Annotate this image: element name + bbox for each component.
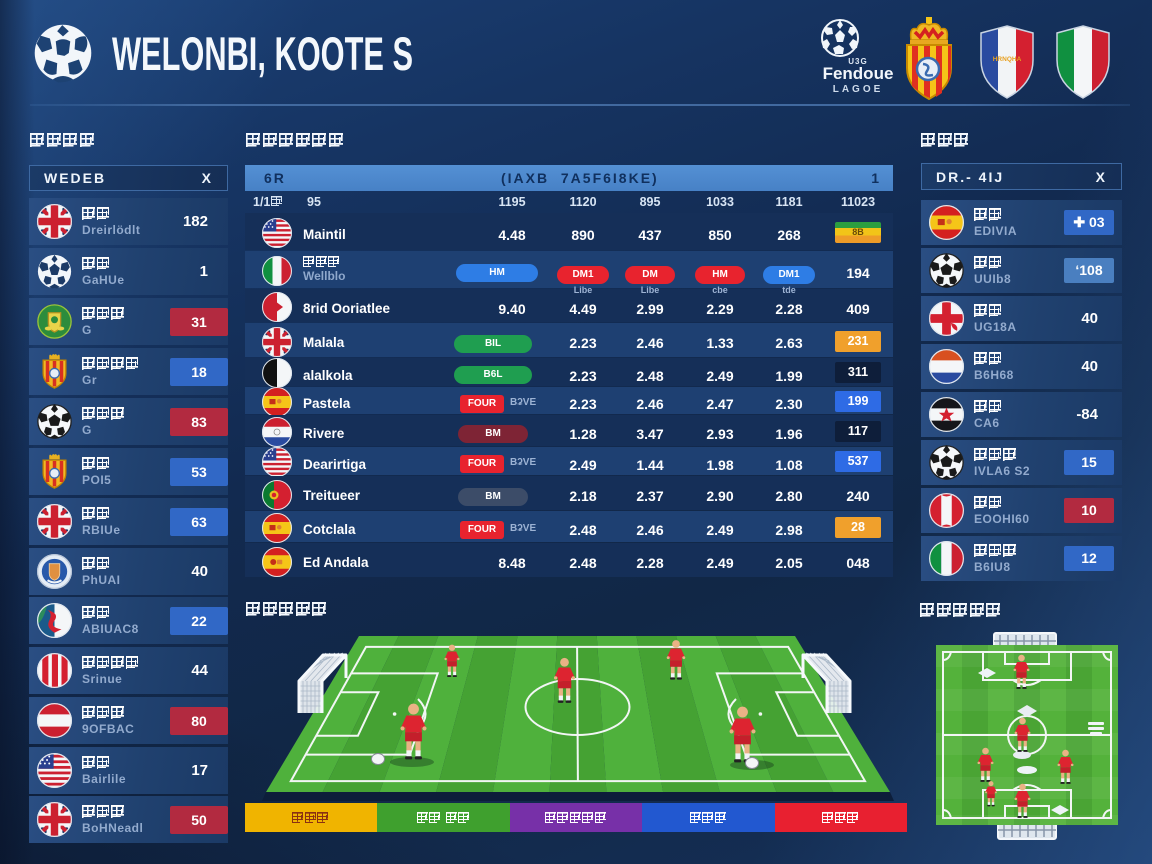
svg-text:HRNQHA: HRNQHA [993, 56, 1022, 63]
